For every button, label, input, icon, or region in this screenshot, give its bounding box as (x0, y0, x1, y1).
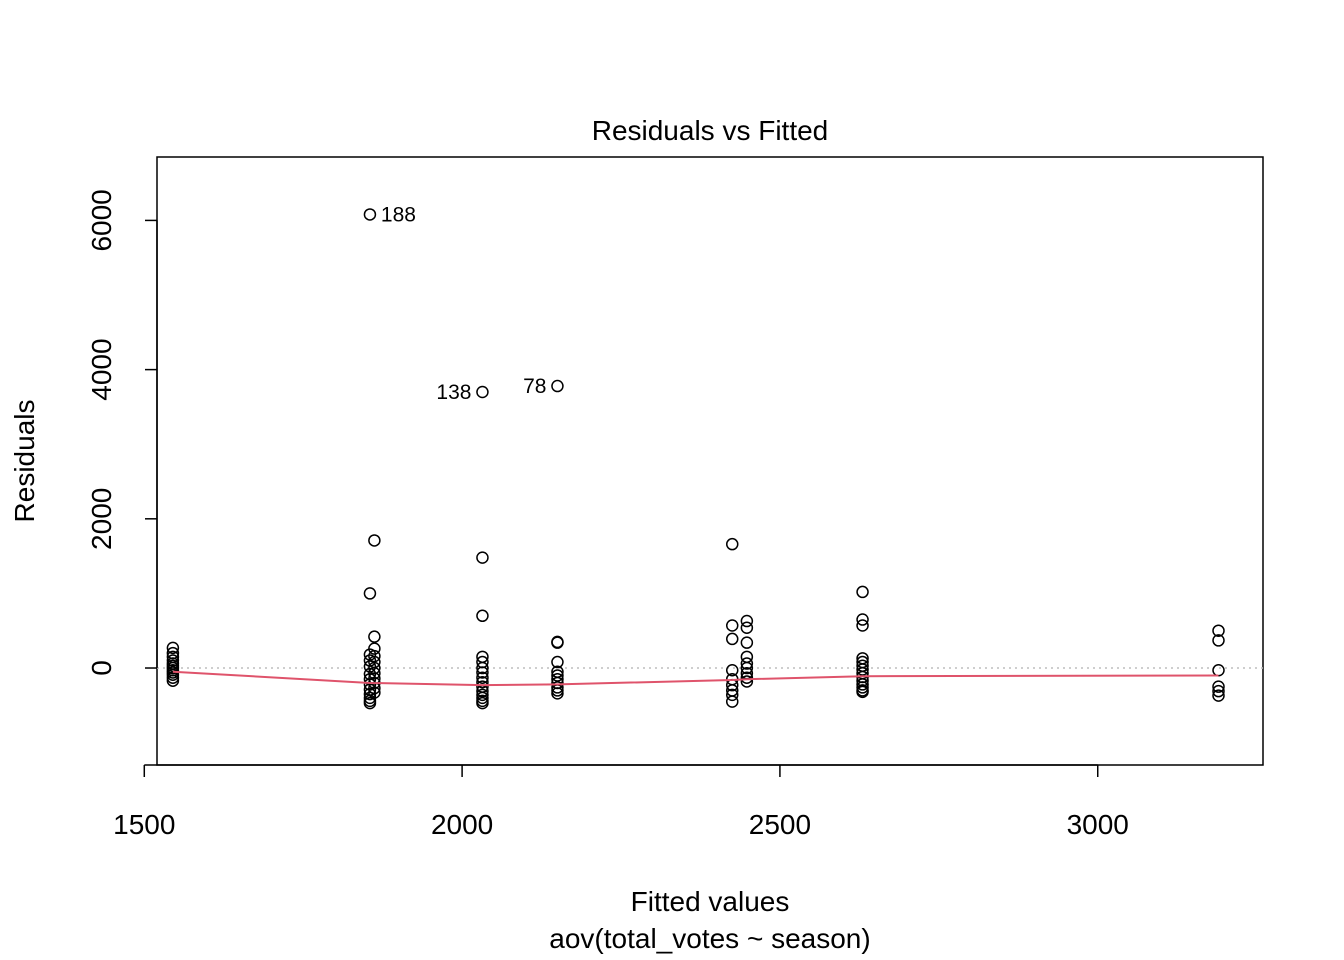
x-tick-label: 3000 (1067, 809, 1129, 840)
x-tick-label: 2500 (749, 809, 811, 840)
data-point (166, 654, 180, 667)
data-point (476, 551, 489, 564)
data-point (725, 537, 739, 551)
data-point (725, 632, 739, 646)
data-point (740, 621, 754, 634)
y-tick-label: 0 (86, 660, 117, 676)
smoother-line (172, 670, 1219, 687)
data-point (725, 688, 739, 702)
data-point (476, 661, 489, 675)
data-point (166, 674, 180, 687)
data-point (740, 657, 754, 670)
data-point (368, 686, 381, 699)
plot-frame (156, 156, 1264, 766)
data-point (476, 675, 489, 689)
data-point (368, 642, 381, 655)
data-point (363, 696, 377, 710)
x-axis-subtitle: aov(total_votes ~ season) (549, 923, 870, 954)
data-point (856, 585, 869, 599)
x-tick-label: 1500 (113, 809, 175, 840)
data-point (856, 685, 869, 699)
data-point (1212, 624, 1225, 637)
outlier-label: 138 (436, 381, 471, 404)
chart-title: Residuals vs Fitted (592, 115, 829, 146)
data-point (368, 666, 381, 680)
y-tick-label: 6000 (86, 189, 117, 251)
data-point (740, 661, 754, 675)
data-point (740, 614, 754, 628)
data-point (740, 675, 754, 688)
data-point (363, 208, 377, 221)
data-point (725, 695, 739, 708)
data-point (368, 630, 381, 643)
data-point (1212, 634, 1225, 647)
data-point (476, 609, 489, 623)
data-point (368, 649, 381, 663)
data-point (551, 636, 564, 649)
data-point (476, 671, 489, 684)
data-point (1212, 684, 1225, 698)
x-axis-title: Fitted values (631, 886, 790, 917)
outlier-label: 78 (523, 375, 546, 398)
y-axis-title: Residuals (9, 400, 40, 523)
data-point (476, 696, 489, 710)
data-point (476, 666, 489, 679)
data-point (476, 385, 489, 399)
x-axis: 1500 2000 2500 3000 (113, 764, 1129, 840)
data-point (368, 534, 381, 547)
data-points (166, 208, 1225, 710)
data-point (551, 655, 564, 669)
data-point (363, 587, 377, 600)
data-point (551, 669, 564, 682)
data-point (856, 619, 869, 632)
x-tick-label: 2000 (431, 809, 493, 840)
data-point (740, 636, 754, 649)
data-point (476, 691, 489, 705)
point-labels: 188 138 78 (381, 203, 547, 404)
data-point (166, 641, 180, 655)
data-point (551, 379, 564, 393)
data-point (725, 619, 739, 632)
data-point (856, 681, 869, 694)
data-point (1212, 680, 1225, 693)
y-tick-label: 2000 (86, 488, 117, 550)
y-axis: 0 2000 4000 6000 (86, 189, 158, 676)
data-point (740, 671, 754, 684)
outlier-label: 188 (381, 203, 416, 226)
data-point (1212, 664, 1225, 677)
data-point (1212, 689, 1225, 702)
data-point (166, 668, 180, 681)
data-point (725, 664, 739, 677)
data-point (856, 678, 869, 691)
data-point (551, 687, 564, 700)
data-point (476, 688, 489, 702)
data-point (551, 681, 564, 694)
y-tick-label: 4000 (86, 338, 117, 400)
data-point (856, 613, 869, 626)
